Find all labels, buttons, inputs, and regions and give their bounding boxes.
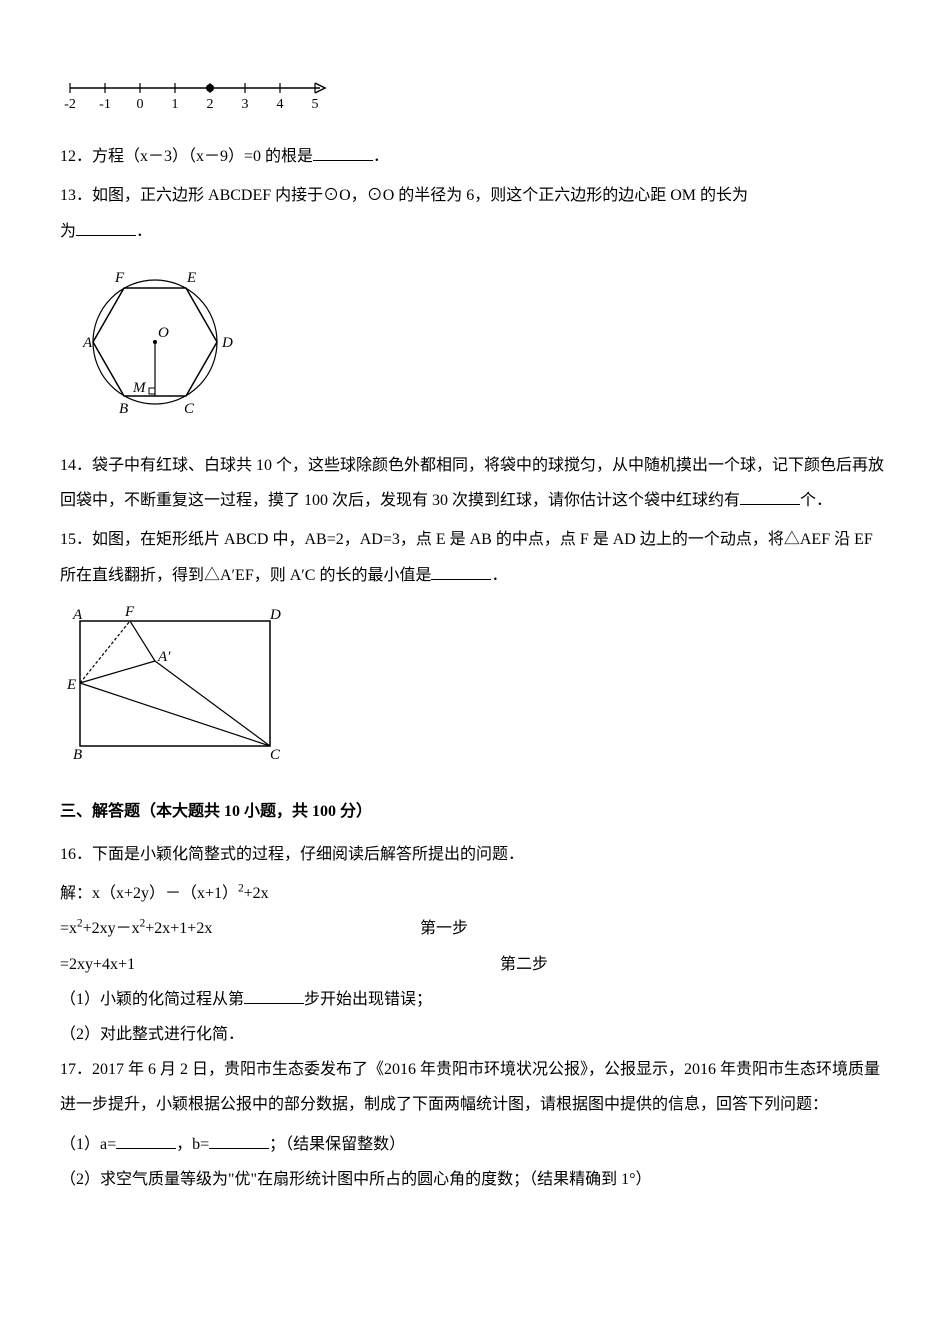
q16-sub1: （1）小颖的化简过程从第步开始出现错误；	[60, 982, 890, 1017]
q17-intro: 2017 年 6 月 2 日，贵阳市生态委发布了《2016 年贵阳市环境状况公报…	[60, 1061, 880, 1113]
number-line-diagram: -2 -1 0 1 2 3 4 5	[60, 68, 890, 131]
q12-text-before: 方程（x－3）（x－9）=0 的根是	[92, 148, 313, 165]
question-13: 13．如图，正六边形 ABCDEF 内接于⊙O，⊙O 的半径为 6，则这个正六边…	[60, 178, 890, 248]
section-3-heading: 三、解答题（本大题共 10 小题，共 100 分）	[60, 794, 890, 829]
q16-sub1-blank	[244, 988, 304, 1004]
svg-text:-2: -2	[64, 97, 76, 112]
q13-text-before: 如图，正六边形 ABCDEF 内接于⊙O，⊙O 的半径为 6，则这个正六边形的边…	[92, 187, 748, 204]
q17-sub2: （2）求空气质量等级为"优"在扇形统计图中所占的圆心角的度数；（结果精确到 1°…	[60, 1162, 890, 1197]
rectangle-fold-diagram: A B C D E F A′	[60, 601, 890, 774]
q12-number: 12．	[60, 148, 92, 165]
q17-sub1: （1）a=，b=；（结果保留整数）	[60, 1127, 890, 1162]
svg-text:A′: A′	[157, 649, 171, 665]
q15-blank	[431, 564, 491, 580]
q16-solve-line: 解：x（x+2y）－（x+1）2+2x	[60, 876, 890, 911]
svg-text:D: D	[269, 607, 281, 623]
svg-text:A: A	[82, 335, 93, 351]
svg-text:F: F	[124, 604, 135, 620]
q16-number: 16．	[60, 846, 92, 863]
q14-text-after: 个．	[800, 492, 832, 509]
svg-text:2: 2	[207, 97, 214, 112]
hexagon-diagram: A B C D E F O M	[60, 257, 890, 440]
q17-number: 17．	[60, 1061, 92, 1078]
q16-intro: 下面是小颖化简整式的过程，仔细阅读后解答所提出的问题．	[92, 846, 524, 863]
svg-text:5: 5	[312, 97, 319, 112]
svg-text:E: E	[66, 677, 76, 693]
q13-text-after: ．	[136, 223, 152, 240]
q16-step2: =2xy+4x+1 第二步	[60, 947, 890, 982]
q16-step1: =x2+2xy－x2+2x+1+2x 第一步	[60, 911, 890, 946]
q17-sub1-blank-b	[209, 1133, 269, 1149]
svg-text:D: D	[221, 335, 233, 351]
svg-text:4: 4	[277, 97, 284, 112]
svg-text:1: 1	[172, 97, 179, 112]
q13-number: 13．	[60, 187, 92, 204]
question-17: 17．2017 年 6 月 2 日，贵阳市生态委发布了《2016 年贵阳市环境状…	[60, 1052, 890, 1122]
q14-number: 14．	[60, 457, 92, 474]
q13-blank	[76, 220, 136, 236]
svg-text:0: 0	[137, 97, 144, 112]
q12-text-after: ．	[373, 148, 389, 165]
q16-sub2: （2）对此整式进行化简．	[60, 1017, 890, 1052]
q12-blank	[313, 145, 373, 161]
question-14: 14．袋子中有红球、白球共 10 个，这些球除颜色外都相同，将袋中的球搅匀，从中…	[60, 448, 890, 518]
svg-text:-1: -1	[99, 97, 111, 112]
svg-text:B: B	[119, 401, 128, 417]
q14-blank	[740, 489, 800, 505]
svg-text:O: O	[158, 325, 169, 341]
q15-text-after: ．	[491, 567, 507, 584]
q17-sub1-blank-a	[116, 1133, 176, 1149]
svg-text:C: C	[270, 747, 281, 761]
svg-text:C: C	[184, 401, 195, 417]
question-15: 15．如图，在矩形纸片 ABCD 中，AB=2，AD=3，点 E 是 AB 的中…	[60, 522, 890, 592]
svg-text:A: A	[72, 607, 83, 623]
question-16: 16．下面是小颖化简整式的过程，仔细阅读后解答所提出的问题．	[60, 837, 890, 872]
svg-text:B: B	[73, 747, 82, 761]
svg-text:M: M	[132, 380, 147, 396]
q15-number: 15．	[60, 531, 92, 548]
svg-text:E: E	[186, 270, 196, 286]
question-12: 12．方程（x－3）（x－9）=0 的根是 ．	[60, 139, 890, 174]
svg-text:3: 3	[242, 97, 249, 112]
svg-text:F: F	[114, 270, 125, 286]
